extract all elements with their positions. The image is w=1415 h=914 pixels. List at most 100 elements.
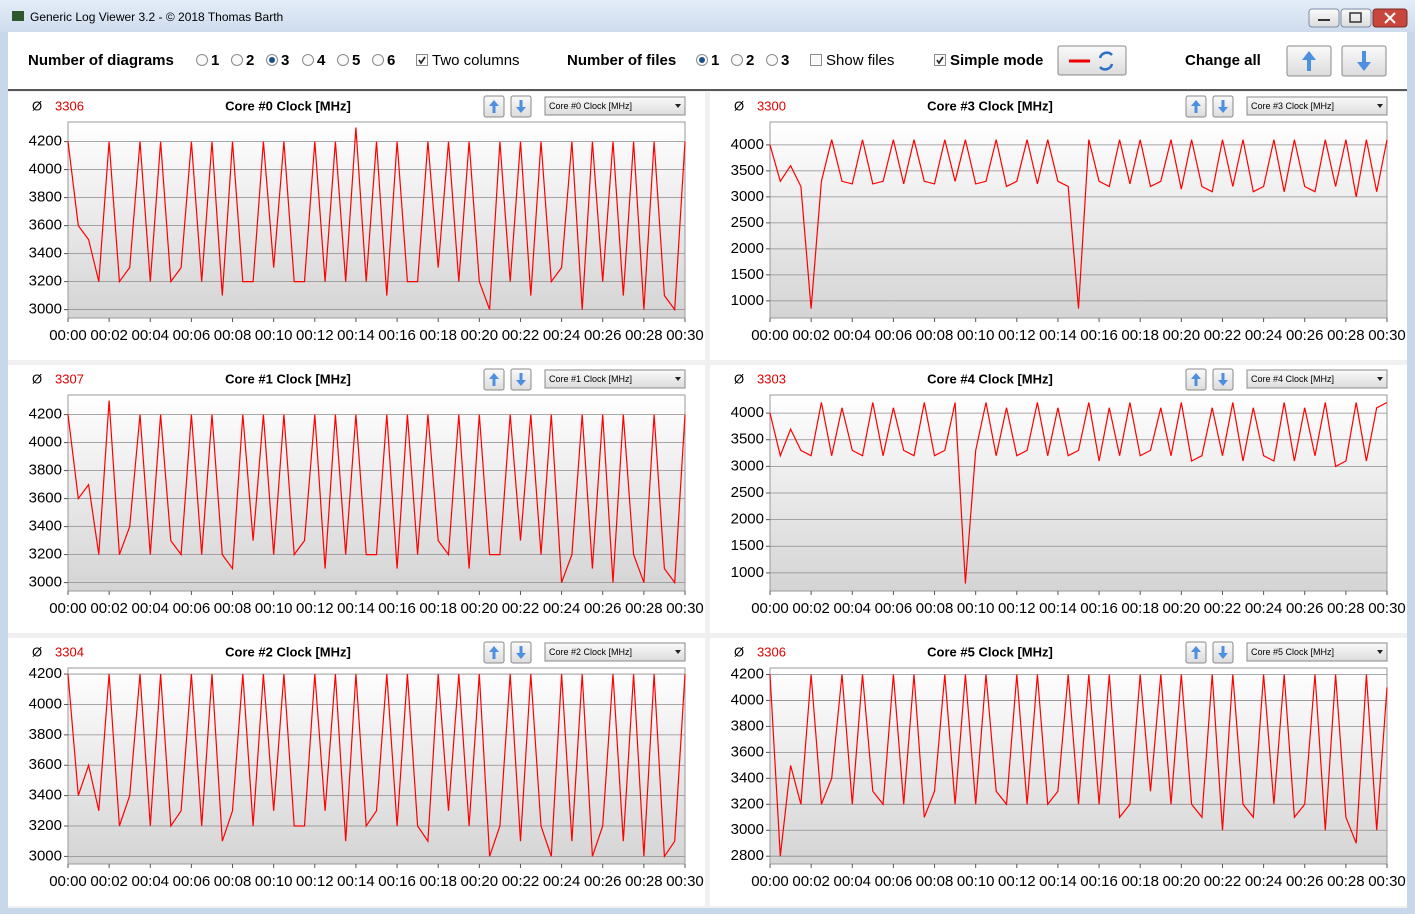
y-tick-label: 4200: [29, 665, 62, 682]
x-tick-label: 00:10: [957, 873, 995, 890]
x-tick-label: 00:04: [131, 873, 169, 890]
x-tick-label: 00:06: [173, 600, 211, 617]
x-tick-label: 00:20: [461, 873, 499, 890]
plot-area: [769, 667, 1388, 865]
x-tick-label: 00:00: [49, 327, 87, 344]
radio-button[interactable]: [731, 54, 743, 66]
x-tick-label: 00:04: [833, 600, 871, 617]
average-symbol: Ø: [32, 98, 42, 113]
radio-button[interactable]: [372, 54, 384, 66]
down-arrow-icon: [1218, 646, 1228, 659]
maximize-button[interactable]: [1340, 8, 1372, 28]
radio-label: 2: [746, 52, 754, 69]
y-tick-label: 3500: [731, 431, 764, 448]
x-tick-label: 00:26: [1286, 873, 1324, 890]
x-tick-label: 00:12: [296, 600, 334, 617]
y-tick-label: 4000: [731, 691, 764, 708]
x-tick-label: 00:06: [173, 873, 211, 890]
radio-label: 1: [211, 52, 219, 69]
x-tick-label: 00:18: [419, 600, 457, 617]
x-tick-label: 00:30: [666, 327, 704, 344]
data-line: [769, 401, 1388, 584]
x-tick-label: 00:14: [337, 600, 375, 617]
y-tick-label: 2800: [731, 847, 764, 864]
dropdown-text: Core #4 Clock [MHz]: [1251, 374, 1334, 384]
x-tick-label: 00:12: [998, 600, 1036, 617]
x-tick-label: 00:24: [543, 600, 581, 617]
y-tick-label: 3200: [29, 546, 62, 563]
x-tick-label: 00:00: [751, 327, 789, 344]
average-value: 3300: [757, 98, 786, 113]
x-tick-label: 00:22: [502, 873, 540, 890]
radio-button[interactable]: [231, 54, 243, 66]
radio-label: 3: [781, 52, 789, 69]
y-tick-label: 3000: [731, 457, 764, 474]
y-tick-label: 3000: [29, 574, 62, 591]
x-tick-label: 00:00: [751, 600, 789, 617]
average-symbol: Ø: [734, 371, 744, 386]
x-tick-label: 00:18: [419, 873, 457, 890]
channel-dropdown[interactable]: [1246, 369, 1388, 389]
radio-button[interactable]: [766, 54, 778, 66]
radio-button[interactable]: [196, 54, 208, 66]
plot-area: [769, 121, 1388, 319]
x-tick-label: 00:06: [875, 873, 913, 890]
average-value: 3307: [55, 371, 84, 386]
x-tick-label: 00:04: [131, 600, 169, 617]
y-tick-label: 3200: [29, 273, 62, 290]
x-tick-label: 00:20: [461, 600, 499, 617]
x-tick-label: 00:06: [875, 600, 913, 617]
x-tick-label: 00:16: [1080, 327, 1118, 344]
down-arrow-icon: [1218, 100, 1228, 113]
y-tick-label: 4200: [29, 406, 62, 423]
average-symbol: Ø: [734, 644, 744, 659]
dropdown-text: Core #3 Clock [MHz]: [1251, 101, 1334, 111]
swap-icon: [1098, 51, 1114, 71]
x-tick-label: 00:08: [916, 327, 954, 344]
x-tick-label: 00:12: [296, 873, 334, 890]
x-tick-label: 00:26: [1286, 600, 1324, 617]
x-tick-label: 00:10: [255, 873, 293, 890]
minimize-button[interactable]: [1308, 8, 1340, 28]
radio-label: 5: [352, 52, 360, 69]
up-arrow-icon: [489, 100, 499, 113]
y-tick-label: 3400: [29, 518, 62, 535]
color-button[interactable]: [1057, 45, 1127, 76]
channel-dropdown[interactable]: [1246, 642, 1388, 662]
x-tick-label: 00:18: [1121, 873, 1159, 890]
x-tick-label: 00:08: [916, 873, 954, 890]
x-tick-label: 00:08: [214, 327, 252, 344]
chart-title: Core #4 Clock [MHz]: [927, 371, 1053, 386]
channel-dropdown[interactable]: [544, 369, 686, 389]
x-tick-label: 00:16: [378, 327, 416, 344]
channel-dropdown[interactable]: [544, 96, 686, 116]
radio-dot: [269, 57, 275, 63]
checkbox[interactable]: [934, 54, 946, 66]
radio-dot: [699, 57, 705, 63]
dropdown-text: Core #5 Clock [MHz]: [1251, 647, 1334, 657]
plot-area: [67, 121, 686, 319]
radio-button[interactable]: [337, 54, 349, 66]
y-tick-label: 2500: [731, 214, 764, 231]
checkbox[interactable]: [810, 54, 822, 66]
x-tick-label: 00:18: [1121, 600, 1159, 617]
x-tick-label: 00:02: [90, 600, 128, 617]
radio-label: 6: [387, 52, 395, 69]
y-tick-label: 1000: [731, 292, 764, 309]
radio-button[interactable]: [302, 54, 314, 66]
y-tick-label: 4000: [29, 434, 62, 451]
maximize-icon: [1349, 12, 1362, 23]
x-tick-label: 00:02: [90, 873, 128, 890]
x-tick-label: 00:24: [1245, 873, 1283, 890]
y-tick-label: 4000: [29, 161, 62, 178]
window-title: Generic Log Viewer 3.2 - © 2018 Thomas B…: [30, 10, 283, 24]
y-tick-label: 4200: [731, 665, 764, 682]
channel-dropdown[interactable]: [544, 642, 686, 662]
y-tick-label: 3200: [731, 795, 764, 812]
y-tick-label: 3500: [731, 162, 764, 179]
x-tick-label: 00:10: [957, 600, 995, 617]
checkbox[interactable]: [416, 54, 428, 66]
channel-dropdown[interactable]: [1246, 96, 1388, 116]
x-tick-label: 00:08: [214, 600, 252, 617]
plot-area: [67, 394, 686, 592]
